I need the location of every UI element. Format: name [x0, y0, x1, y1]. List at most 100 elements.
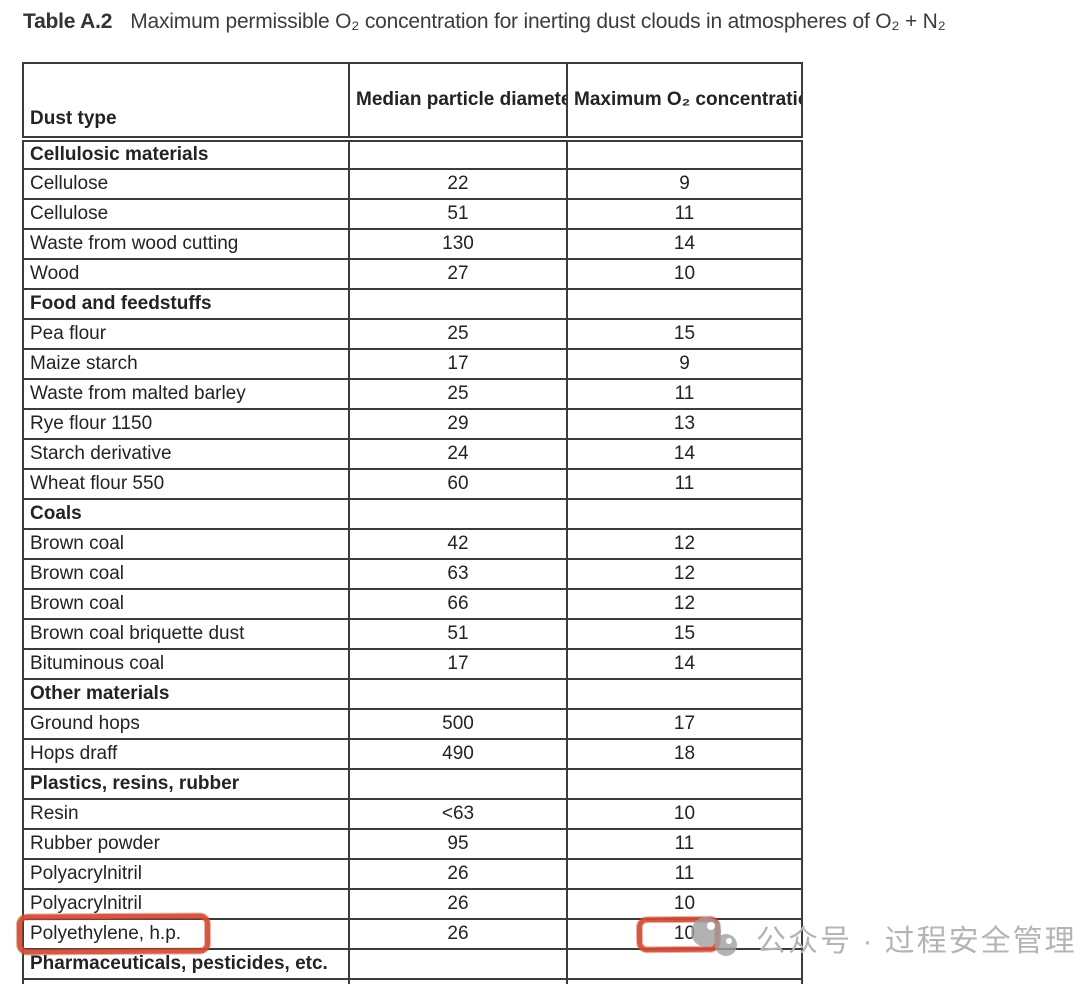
table-row: Starch derivative 24 14: [22, 438, 803, 470]
o2-cell: 10: [566, 918, 803, 950]
dust-type-cell: Coals: [22, 498, 350, 530]
diameter-cell: 51: [348, 618, 568, 650]
o2-cell: 14: [566, 648, 803, 680]
dust-type-cell: Resin: [22, 798, 350, 830]
diameter-cell: 25: [348, 318, 568, 350]
table-row: Hops draff 490 18: [22, 738, 803, 770]
table-caption-label: Table A.2: [23, 10, 113, 33]
diameter-cell: 66: [348, 588, 568, 620]
table-row: Brown coal briquette dust 51 15: [22, 618, 803, 650]
diameter-cell: [348, 498, 568, 530]
dust-type-cell: Pharmaceuticals, pesticides, etc.: [22, 948, 350, 980]
table-row: Rubber powder 95 11: [22, 828, 803, 860]
section-row: Coals: [22, 498, 803, 530]
dust-type-cell: Waste from malted barley: [22, 378, 350, 410]
table-row: Maize starch 17 9: [22, 348, 803, 380]
dust-type-cell: Maize starch: [22, 348, 350, 380]
table-row: [22, 978, 803, 984]
diameter-cell: 17: [348, 648, 568, 680]
diameter-cell: 130: [348, 228, 568, 260]
diameter-cell: 490: [348, 738, 568, 770]
diameter-cell: 24: [348, 438, 568, 470]
dust-type-cell: Wheat flour 550: [22, 468, 350, 500]
diameter-cell: [348, 678, 568, 710]
diameter-cell: 95: [348, 828, 568, 860]
diameter-cell: 63: [348, 558, 568, 590]
o2-cell: 11: [566, 828, 803, 860]
table-row: Polyacrylnitril 26 11: [22, 858, 803, 890]
o2-cell: 14: [566, 228, 803, 260]
table-row: Resin <63 10: [22, 798, 803, 830]
diameter-cell: 26: [348, 918, 568, 950]
dust-type-cell: Waste from wood cutting: [22, 228, 350, 260]
o2-cell: [566, 948, 803, 980]
o2-cell: 11: [566, 198, 803, 230]
o2-cell: 11: [566, 378, 803, 410]
o2-cell: [566, 678, 803, 710]
table-caption: Table A.2 Maximum permissible O₂ concentr…: [23, 10, 1073, 34]
o2-cell: 17: [566, 708, 803, 740]
o2-cell: 18: [566, 738, 803, 770]
dust-type-cell: Polyacrylnitril: [22, 858, 350, 890]
o2-cell: 10: [566, 888, 803, 920]
diameter-cell: 17: [348, 348, 568, 380]
o2-cell: 9: [566, 168, 803, 200]
section-row: Plastics, resins, rubber: [22, 768, 803, 800]
o2-cell: 15: [566, 618, 803, 650]
o2-cell: 10: [566, 798, 803, 830]
dust-type-cell: Pea flour: [22, 318, 350, 350]
table-row: Polyethylene, h.p. 26 10: [22, 918, 803, 950]
dust-type-cell: Plastics, resins, rubber: [22, 768, 350, 800]
diameter-cell: 22: [348, 168, 568, 200]
dust-type-cell: Starch derivative: [22, 438, 350, 470]
table-row: Ground hops 500 17: [22, 708, 803, 740]
diameter-cell: [348, 978, 568, 984]
diameter-cell: [348, 138, 568, 170]
diameter-cell: <63: [348, 798, 568, 830]
diameter-cell: 27: [348, 258, 568, 290]
dust-type-cell: Bituminous coal: [22, 648, 350, 680]
o2-cell: 10: [566, 258, 803, 290]
dust-type-cell: Other materials: [22, 678, 350, 710]
diameter-cell: 60: [348, 468, 568, 500]
table-row: Rye flour 1150 29 13: [22, 408, 803, 440]
column-header-dust-type: Dust type: [22, 62, 350, 142]
dust-type-cell: Wood: [22, 258, 350, 290]
table-row: Waste from malted barley 25 11: [22, 378, 803, 410]
table-row: Brown coal 42 12: [22, 528, 803, 560]
o2-cell: [566, 498, 803, 530]
o2-cell: 15: [566, 318, 803, 350]
table-header: Dust type Median particle diameter by ma…: [22, 62, 803, 142]
diameter-cell: [348, 288, 568, 320]
dust-type-cell: Rye flour 1150: [22, 408, 350, 440]
dust-type-cell: Rubber powder: [22, 828, 350, 860]
table-row: Brown coal 66 12: [22, 588, 803, 620]
o2-cell: 13: [566, 408, 803, 440]
table-row: Wheat flour 550 60 11: [22, 468, 803, 500]
o2-cell: [566, 768, 803, 800]
diameter-cell: [348, 768, 568, 800]
section-row: Cellulosic materials: [22, 138, 803, 170]
dust-type-cell: Cellulosic materials: [22, 138, 350, 170]
table-row: Pea flour 25 15: [22, 318, 803, 350]
dust-type-cell: Brown coal: [22, 558, 350, 590]
table-row: Polyacrylnitril 26 10: [22, 888, 803, 920]
section-row: Pharmaceuticals, pesticides, etc.: [22, 948, 803, 980]
table-row: Brown coal 63 12: [22, 558, 803, 590]
dust-type-cell: Brown coal briquette dust: [22, 618, 350, 650]
o2-cell: 12: [566, 588, 803, 620]
o2-cell: 14: [566, 438, 803, 470]
watermark-text: 公众号 · 过程安全管理: [756, 925, 1077, 958]
header-row: Dust type Median particle diameter by ma…: [22, 62, 803, 142]
o2-cell: [566, 288, 803, 320]
column-header-max-o2: Maximum O₂ concentration for inerting by…: [566, 62, 803, 142]
o2-cell: [566, 978, 803, 984]
o2-cell: 12: [566, 558, 803, 590]
dust-type-cell: Brown coal: [22, 528, 350, 560]
dust-type-cell: Cellulose: [22, 168, 350, 200]
diameter-cell: 26: [348, 888, 568, 920]
dust-type-cell: Hops draff: [22, 738, 350, 770]
dust-inerting-table: Dust type Median particle diameter by ma…: [22, 62, 803, 984]
diameter-cell: [348, 948, 568, 980]
